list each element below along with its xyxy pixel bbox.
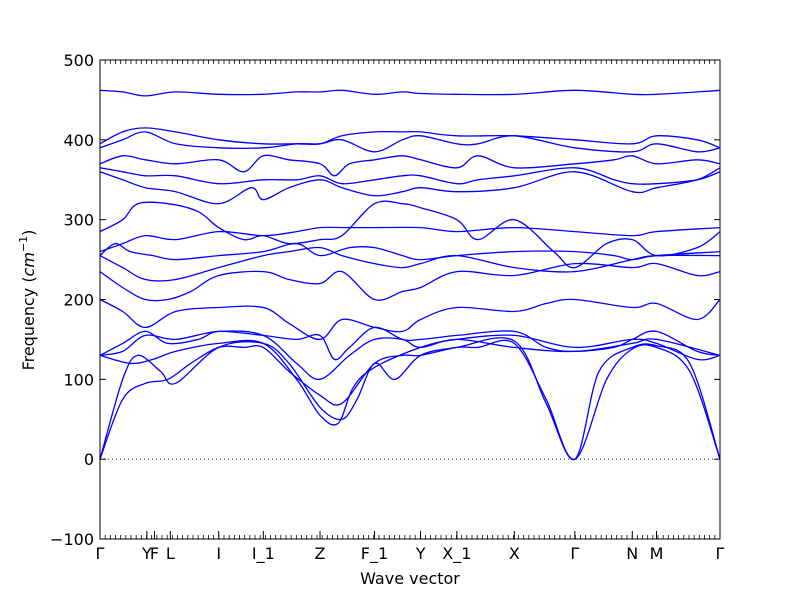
x-tick-label: Γ	[96, 544, 105, 563]
x-tick-label: X	[509, 544, 520, 563]
x-tick-label: Y	[141, 544, 152, 563]
x-tick-label: X_1	[442, 544, 471, 564]
x-tick-label: F_1	[361, 544, 388, 564]
band-line-17	[99, 89, 721, 97]
x-tick-label: Γ	[716, 544, 725, 563]
x-tick-label: Y	[415, 544, 426, 563]
y-axis-label-unit: cm	[19, 252, 38, 276]
band-line-16	[99, 127, 721, 149]
x-tick-label: F	[150, 544, 159, 563]
x-tick-label: I	[216, 544, 221, 563]
x-tick-label: N	[626, 544, 638, 563]
y-tick-label: 200	[63, 291, 94, 310]
x-minor-ticks	[99, 60, 721, 539]
band-line-13	[99, 167, 721, 185]
band-line-9	[99, 242, 721, 261]
y-tick-label: 400	[63, 131, 94, 150]
band-line-14	[99, 154, 721, 177]
x-tick-label: M	[650, 544, 664, 563]
band-line-10	[99, 226, 721, 253]
x-tick-label: Γ	[570, 544, 579, 563]
x-tick-label: I_1	[252, 544, 275, 564]
x-axis-ticks: Γ YF L I I_1 Z F_1 Y X_1 X Γ N M Γ	[96, 531, 725, 564]
y-tick-label: 0	[84, 450, 94, 469]
band-line-8	[99, 246, 721, 282]
y-axis-ticks: −100 0 100 200 300 400 500	[50, 51, 720, 549]
y-axis-label: Frequency (cm−1)	[17, 230, 38, 371]
band-line-7	[99, 262, 721, 302]
band-line-12	[99, 167, 721, 205]
y-axis-label-exp: −1	[17, 236, 30, 252]
y-axis-label-main: Frequency (	[19, 276, 38, 370]
y-tick-label: −100	[50, 530, 94, 549]
x-tick-label: Z	[315, 544, 326, 563]
y-tick-label: 100	[63, 370, 94, 389]
y-tick-label: 500	[63, 51, 94, 70]
band-line-15	[99, 131, 721, 153]
x-axis-label: Wave vector	[360, 569, 460, 588]
x-tick-label: L	[166, 544, 175, 563]
band-series-group	[99, 89, 721, 460]
y-tick-label: 300	[63, 211, 94, 230]
band-line-6	[99, 298, 721, 341]
y-axis-label-close: )	[19, 230, 38, 236]
band-line-2	[99, 337, 721, 460]
band-line-11	[99, 200, 721, 269]
